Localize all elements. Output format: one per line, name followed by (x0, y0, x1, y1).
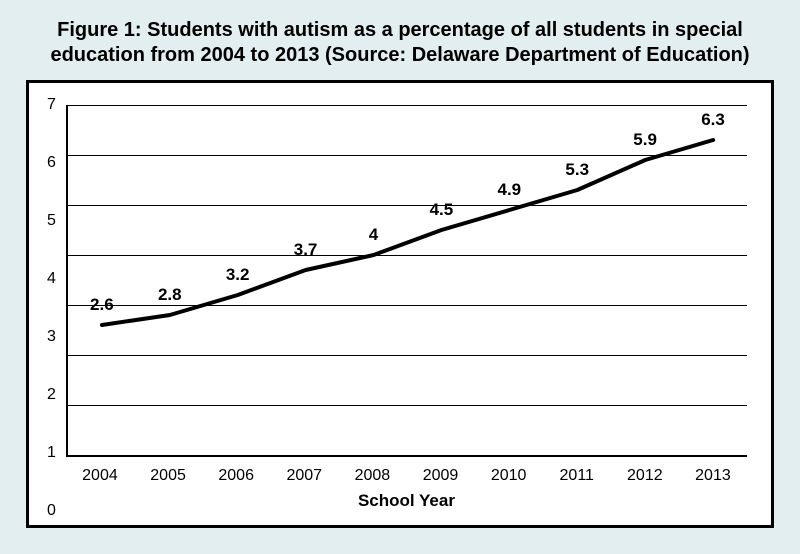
data-label: 2.6 (90, 295, 114, 315)
x-tick: 2007 (270, 467, 338, 485)
data-label: 4.5 (430, 200, 454, 220)
data-label: 6.3 (701, 110, 725, 130)
x-tick: 2008 (338, 467, 406, 485)
chart-frame: 76543210 2.6 2.8 3.2 3.7 4 4.5 4.9 5.3 5.9 6.3 20… (26, 80, 774, 528)
chart-body: 76543210 2.6 2.8 3.2 3.7 4 4.5 4.9 5.3 5.9 6.3 20… (47, 105, 747, 511)
x-tick: 2005 (134, 467, 202, 485)
x-tick: 2011 (543, 467, 611, 485)
data-label: 5.3 (565, 160, 589, 180)
data-label: 4 (369, 225, 378, 245)
gridline (68, 105, 747, 106)
x-tick: 2013 (679, 467, 747, 485)
gridline (68, 155, 747, 156)
data-label: 3.2 (226, 265, 250, 285)
x-axis: 2004200520062007200820092010201120122013 (66, 467, 747, 485)
x-tick: 2009 (406, 467, 474, 485)
data-label: 2.8 (158, 285, 182, 305)
x-tick: 2012 (611, 467, 679, 485)
gridline (68, 255, 747, 256)
data-label: 4.9 (497, 180, 521, 200)
x-axis-label: School Year (66, 491, 747, 511)
x-tick: 2004 (66, 467, 134, 485)
data-label: 5.9 (633, 130, 657, 150)
line-series (68, 105, 747, 455)
plot-area: 2.6 2.8 3.2 3.7 4 4.5 4.9 5.3 5.9 6.3 (66, 105, 747, 457)
gridline (68, 205, 747, 206)
gridline (68, 405, 747, 406)
chart-title: Figure 1: Students with autism as a perc… (50, 18, 750, 68)
y-axis: 76543210 (47, 105, 66, 511)
x-tick: 2010 (475, 467, 543, 485)
x-tick: 2006 (202, 467, 270, 485)
gridline (68, 305, 747, 306)
data-label: 3.7 (294, 240, 318, 260)
plot-wrap: 2.62.83.23.744.54.95.35.96.3 20042005200… (66, 105, 747, 511)
gridline (68, 355, 747, 356)
